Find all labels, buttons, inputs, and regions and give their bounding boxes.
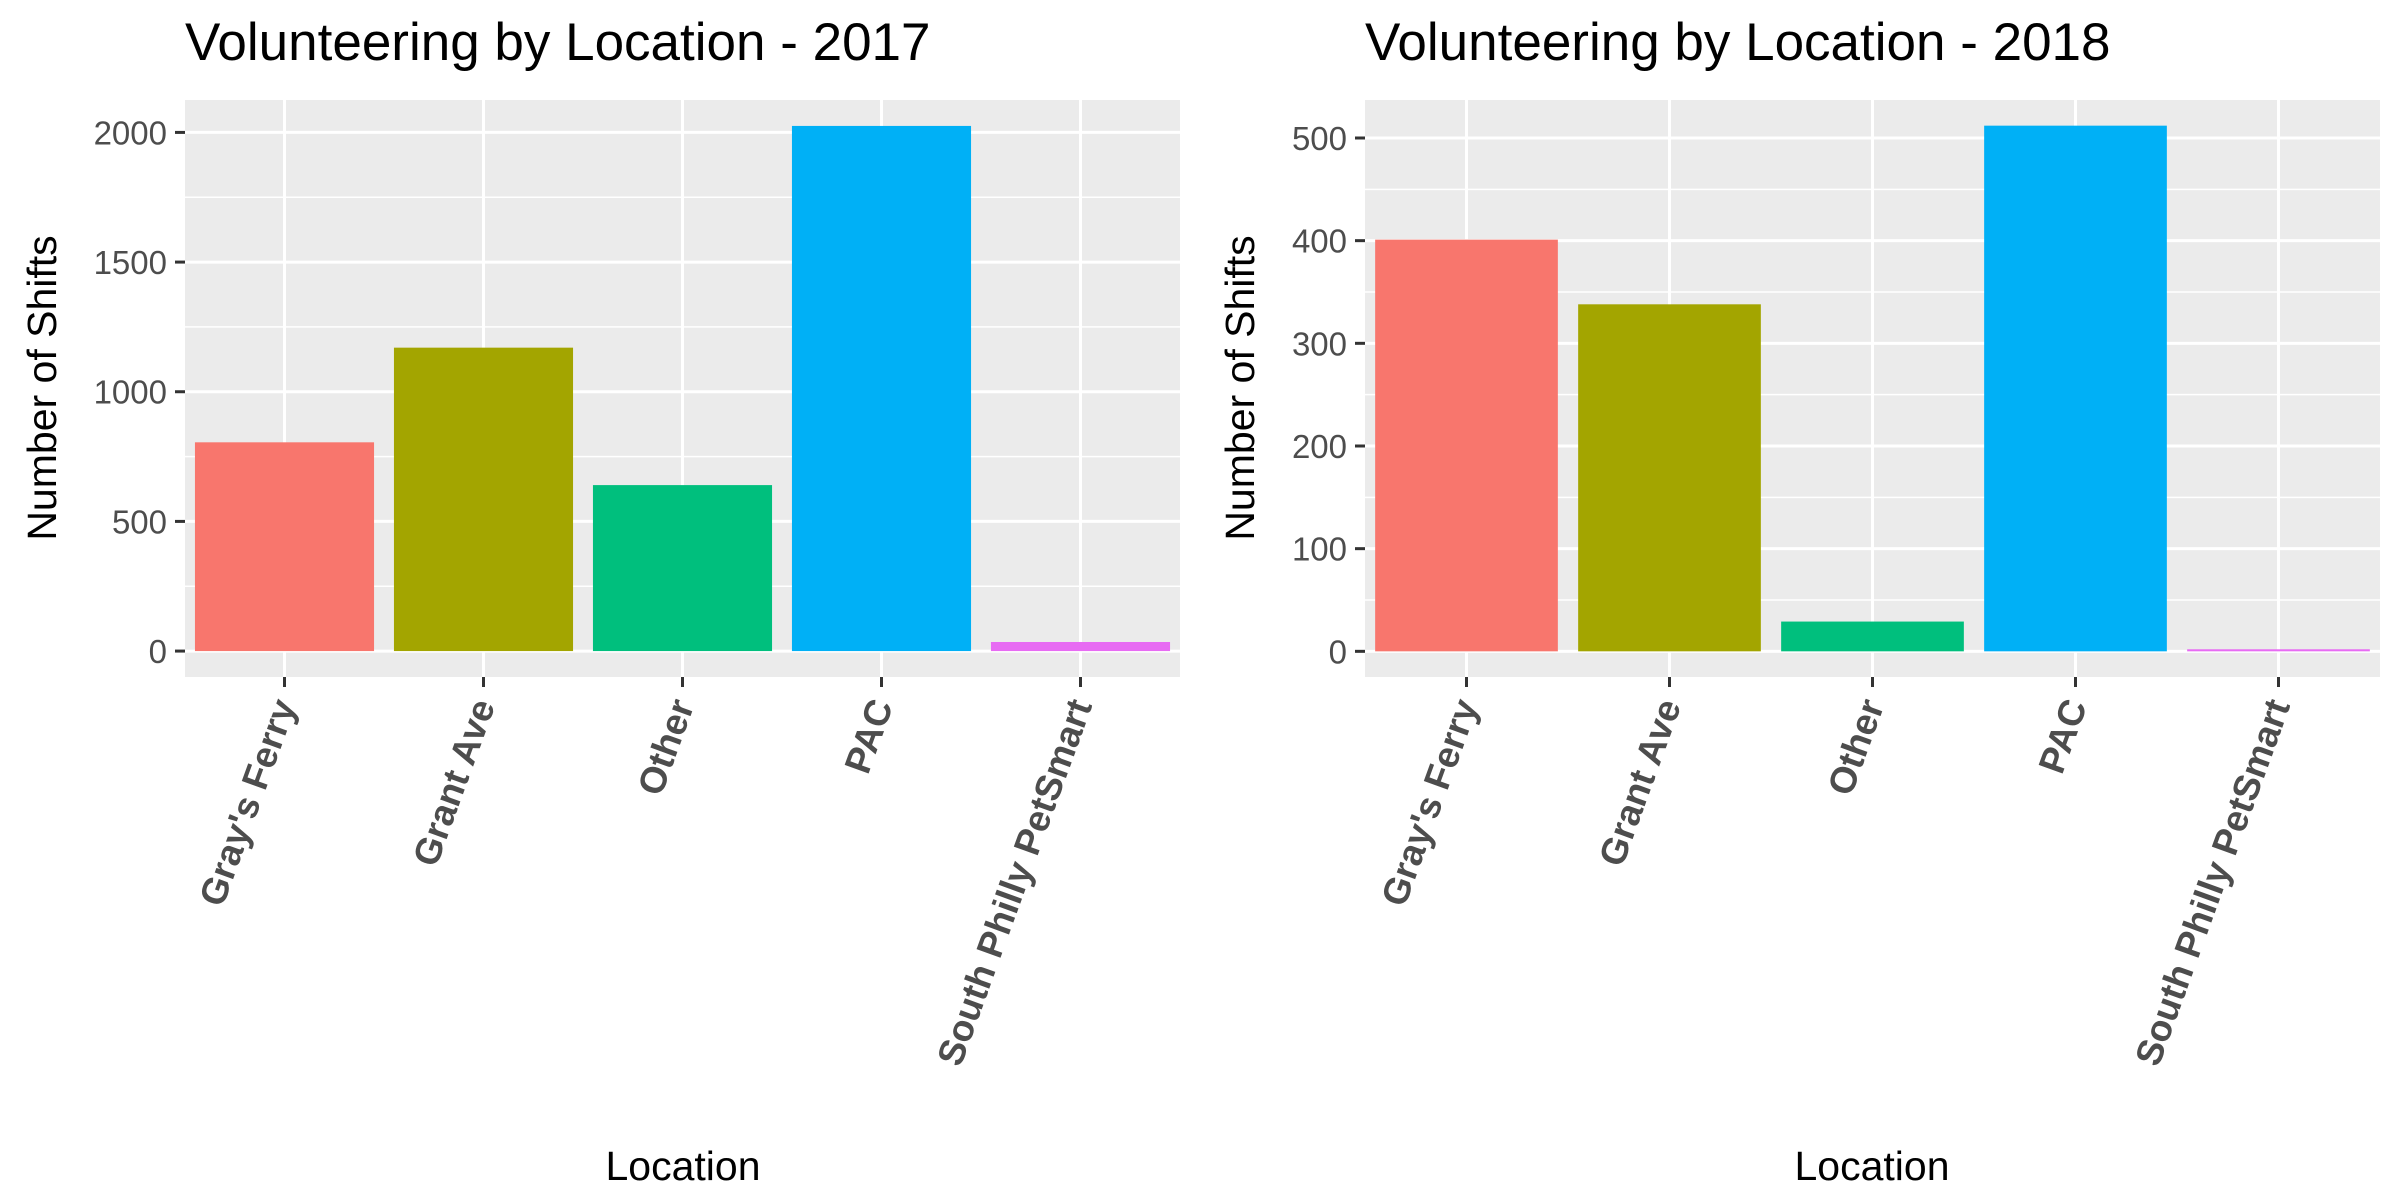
x-axis-title: Location <box>605 1143 760 1189</box>
x-tick-label: Grant Ave <box>405 694 503 872</box>
bar <box>1781 621 1964 652</box>
y-axis-title: Number of Shifts <box>1217 235 1263 540</box>
x-tick-label: PAC <box>837 694 901 779</box>
y-tick-label: 200 <box>1292 428 1347 465</box>
bar <box>1984 125 2167 652</box>
bar <box>194 442 375 652</box>
y-tick-label: 500 <box>112 503 167 540</box>
bar <box>1578 304 1761 652</box>
x-axis-title: Location <box>1794 1143 1949 1189</box>
bar <box>791 125 972 652</box>
y-axis: 0 100 200 300 400 500 <box>1292 120 1365 670</box>
y-tick-label: 300 <box>1292 325 1347 362</box>
y-axis-title: Number of Shifts <box>19 235 65 540</box>
x-tick-label: South Philly PetSmart <box>929 694 1100 1071</box>
x-axis: Gray's Ferry Grant Ave Other PAC South Phill… <box>191 677 1100 1071</box>
bar <box>393 347 574 652</box>
y-tick-label: 2000 <box>94 114 167 151</box>
y-tick-label: 400 <box>1292 223 1347 260</box>
bar <box>2187 649 2370 652</box>
bar <box>592 485 773 652</box>
bar <box>990 641 1171 652</box>
chart-2017: Volunteering by Location - 2017 Location… <box>19 13 1180 1189</box>
chart-title: Volunteering by Location - 2017 <box>185 13 931 72</box>
x-tick-label: Other <box>1820 694 1892 801</box>
y-axis: 0 500 1000 1500 2000 <box>94 114 185 670</box>
x-tick-label: Gray's Ferry <box>191 693 304 911</box>
chart-title: Volunteering by Location - 2018 <box>1365 13 2111 72</box>
chart-2018: Volunteering by Location - 2018 Location… <box>1217 13 2380 1189</box>
bars <box>194 125 1171 652</box>
x-axis: Gray's Ferry Grant Ave Other PAC South Phill… <box>1373 677 2298 1071</box>
x-tick-label: South Philly PetSmart <box>2127 694 2298 1071</box>
y-tick-label: 0 <box>1329 633 1347 670</box>
y-tick-label: 0 <box>149 633 167 670</box>
bar <box>1375 239 1558 652</box>
y-tick-label: 1000 <box>94 374 167 411</box>
x-tick-label: Other <box>630 694 702 801</box>
x-tick-label: Gray's Ferry <box>1373 693 1486 911</box>
y-tick-label: 500 <box>1292 120 1347 157</box>
y-tick-label: 1500 <box>94 244 167 281</box>
x-tick-label: Grant Ave <box>1591 694 1689 872</box>
y-tick-label: 100 <box>1292 531 1347 568</box>
x-tick-label: PAC <box>2031 694 2095 779</box>
bars <box>1375 125 2370 652</box>
